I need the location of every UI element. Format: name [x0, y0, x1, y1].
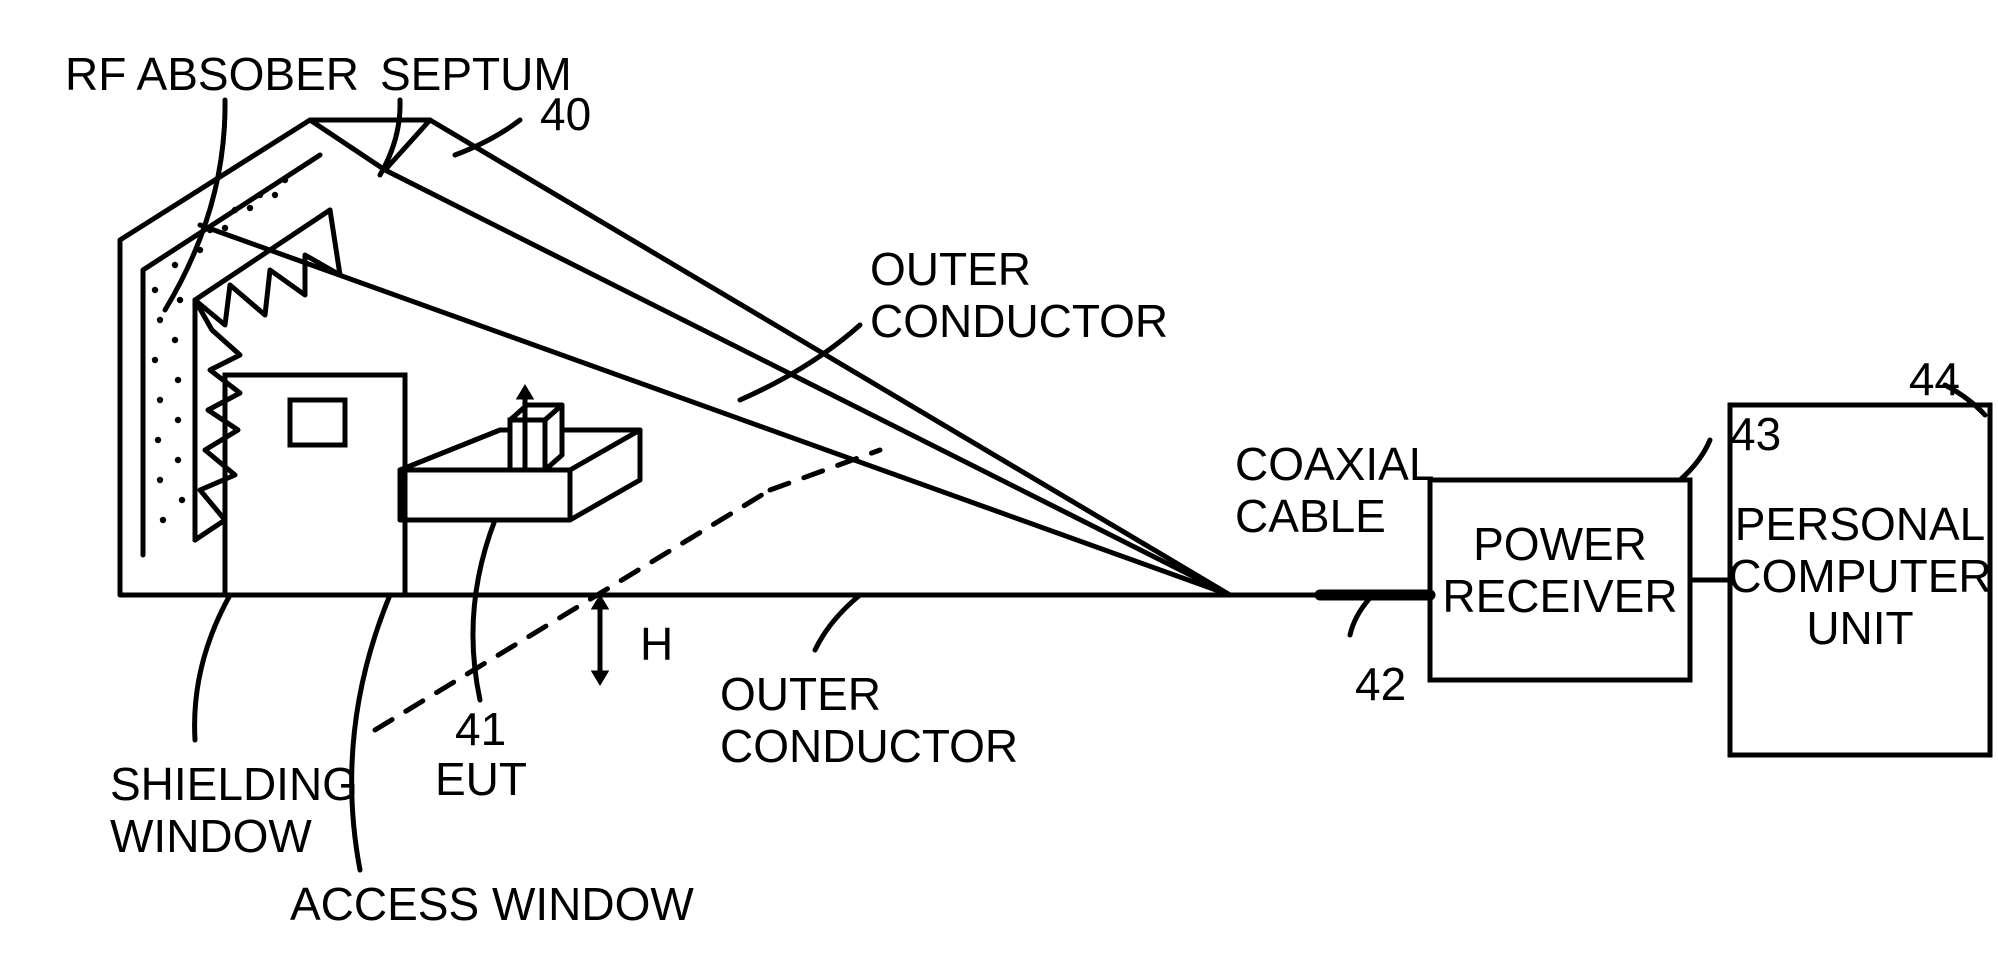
label-power-receiver-1: POWER	[1473, 518, 1647, 570]
label-pc-1: PERSONAL	[1735, 498, 1986, 550]
label-outer-conductor-top-1: OUTER	[870, 243, 1031, 295]
label-coax-2: CABLE	[1235, 490, 1386, 542]
label-rf-absorber: RF ABSOBER	[65, 48, 359, 100]
label-pc-2: COMPUTER	[1728, 550, 1991, 602]
leader-access	[352, 595, 390, 870]
ref-43: 43	[1730, 408, 1781, 460]
label-outer-conductor-top-2: CONDUCTOR	[870, 295, 1168, 347]
label-pc-3: UNIT	[1806, 602, 1913, 654]
leader-40	[455, 120, 520, 155]
leader-43	[1680, 440, 1710, 480]
ref-41: 41	[455, 703, 506, 755]
label-eut: EUT	[435, 753, 527, 805]
label-outer-conductor-bot-1: OUTER	[720, 668, 881, 720]
label-shielding-2: WINDOW	[110, 810, 312, 862]
label-power-receiver-2: RECEIVER	[1442, 570, 1677, 622]
label-access-window: ACCESS WINDOW	[290, 878, 694, 930]
ref-44: 44	[1909, 353, 1960, 405]
label-coax-1: COAXIAL	[1235, 438, 1434, 490]
label-shielding-1: SHIELDING	[110, 758, 358, 810]
label-outer-conductor-bot-2: CONDUCTOR	[720, 720, 1018, 772]
label-h: H	[640, 618, 673, 670]
ref-40: 40	[540, 88, 591, 140]
leader-coax	[1350, 598, 1370, 635]
leader-41	[473, 520, 495, 700]
leader-outer-bot	[815, 595, 860, 650]
leader-shielding	[195, 595, 230, 740]
ref-42: 42	[1355, 658, 1406, 710]
